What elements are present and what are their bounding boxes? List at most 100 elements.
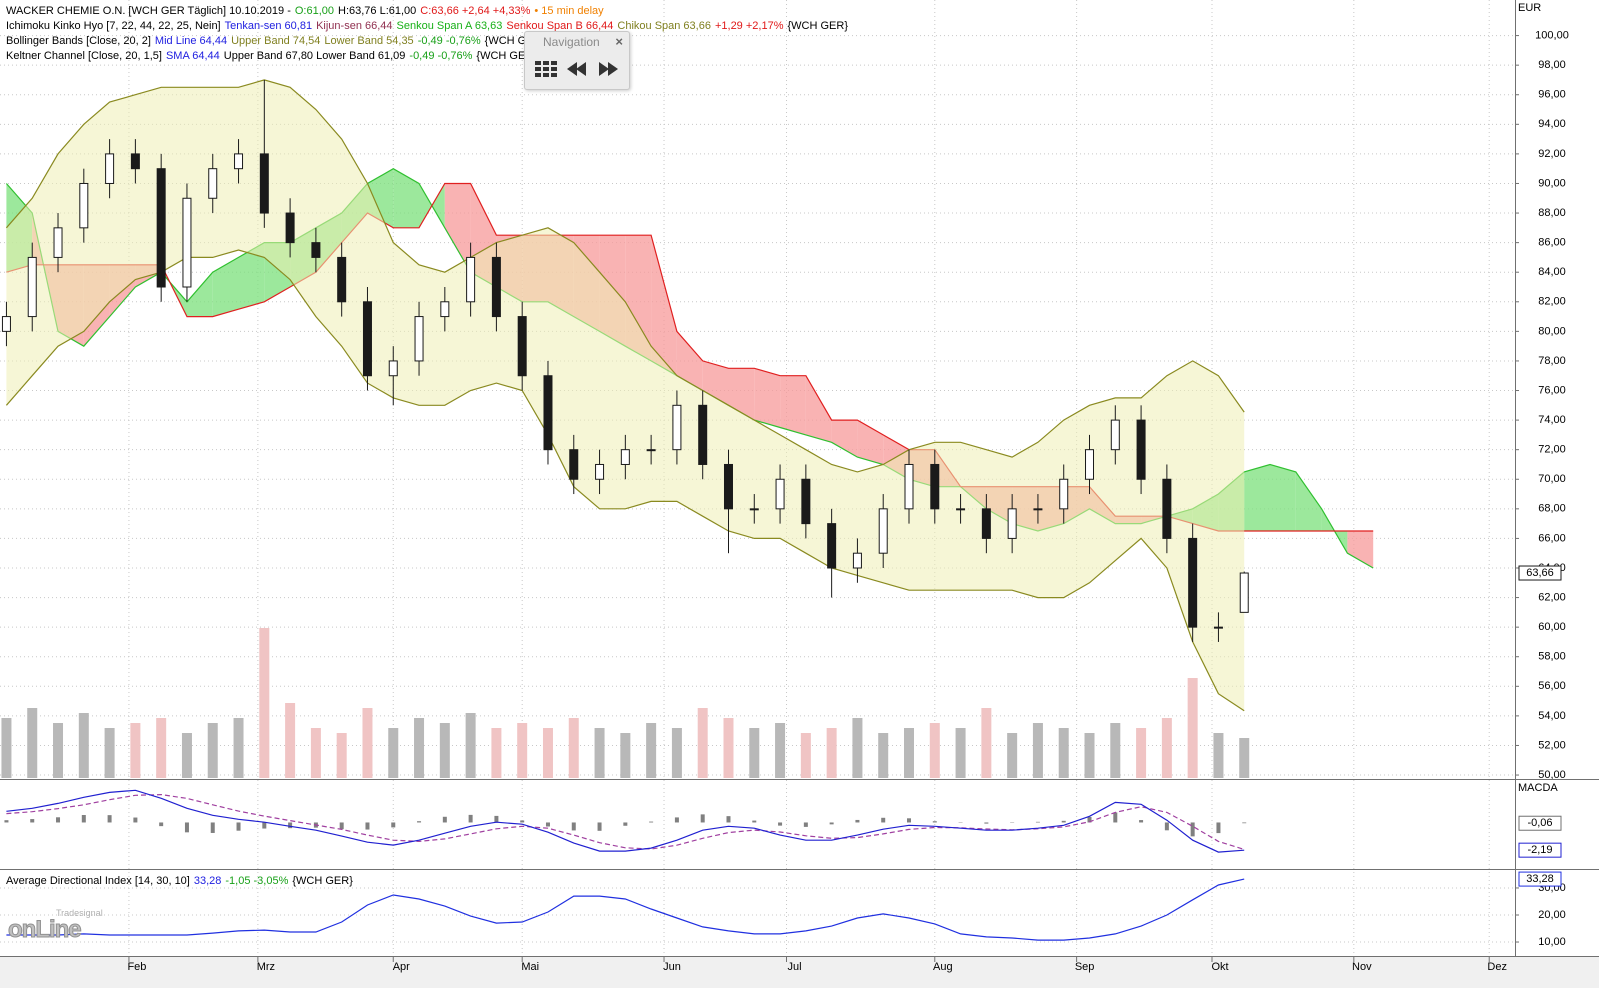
macd-histogram-bar [81, 815, 86, 823]
macd-histogram-bar [1164, 822, 1169, 831]
volume-bar [904, 728, 914, 778]
y-tick-label: 100,00 [1535, 29, 1569, 41]
ichimoku-cloud [651, 235, 677, 376]
candle-body [801, 478, 811, 525]
legend-entry: Upper Band 74,54 [231, 35, 321, 47]
volume-bar [1136, 728, 1147, 778]
macd-histogram-bar [520, 820, 525, 823]
volume-bar [491, 728, 502, 778]
volume-bar [1007, 733, 1018, 778]
candle-body [337, 256, 347, 303]
legend-line: Bollinger Bands [Close, 20, 2] Mid Line 6… [6, 34, 852, 49]
candle-body [182, 197, 192, 288]
candle-body [466, 256, 476, 303]
y-tick-label: 90,00 [1538, 177, 1566, 189]
x-tick-label: Feb [127, 961, 146, 973]
close-button[interactable]: × [615, 34, 623, 49]
volume-bar [388, 728, 399, 778]
y-tick-label: 82,00 [1538, 296, 1566, 308]
navigation-panel[interactable]: Navigation × [524, 31, 630, 90]
navigation-icons [535, 61, 618, 77]
value-tag [1518, 871, 1562, 887]
macd-histogram-bar [623, 822, 628, 826]
x-tick-label: Jun [663, 961, 681, 973]
candle-body [723, 463, 733, 510]
value-tag [1518, 815, 1562, 831]
macd-histogram-bar [442, 816, 447, 823]
panel-title: MACDA [1518, 782, 1558, 794]
volume-bar [1239, 738, 1250, 778]
macd-histogram-bar [597, 822, 602, 831]
legend-entry: • 15 min delay [534, 5, 604, 17]
y-tick-label: 98,00 [1538, 59, 1566, 71]
legend-entry: H:63,76 L:61,00 [338, 5, 417, 17]
macd-histogram-bar [159, 822, 164, 827]
ichimoku-cloud [187, 272, 213, 317]
navigation-title: Navigation [543, 35, 600, 49]
volume-bar [929, 723, 940, 778]
candle-body [930, 463, 940, 510]
candle-body [956, 508, 966, 511]
macd-histogram-bar [468, 814, 473, 823]
macd-histogram-bar [4, 820, 9, 823]
y-tick-label: 66,00 [1538, 532, 1566, 544]
volume-bar [181, 733, 192, 778]
y-tick-label: 54,00 [1538, 710, 1566, 722]
forward-icon[interactable] [599, 62, 618, 76]
grid-icon[interactable] [535, 61, 557, 77]
legend-entry: SMA 64,44 [165, 50, 220, 62]
candle-body [1239, 572, 1249, 613]
legend-entry: -1,05 -3,05% [225, 875, 289, 887]
volume-bar [362, 708, 373, 778]
ichimoku-cloud [1270, 464, 1296, 531]
x-tick-label: Nov [1352, 961, 1372, 973]
candle-body [1059, 478, 1069, 510]
volume-bar [1058, 728, 1069, 778]
legend-entry: {WCH GER} [476, 50, 537, 62]
legend-entry: {WCH GER} [787, 20, 848, 32]
macd-line [6, 789, 1245, 853]
candle-body [878, 508, 888, 554]
candle-body [208, 168, 218, 199]
legend-entry: O:61,00 [294, 5, 334, 17]
macd-histogram-bar [726, 816, 731, 823]
volume-bar [981, 708, 992, 778]
volume-bar [568, 718, 579, 778]
volume-bar [878, 733, 889, 778]
y-tick-label: 74,00 [1538, 414, 1566, 426]
ichimoku-cloud [805, 375, 832, 443]
y-tick-label: 52,00 [1538, 739, 1566, 751]
candle-body [620, 449, 630, 465]
candle-body [79, 182, 89, 229]
macd-histogram-bar [133, 817, 138, 823]
legend-entry: Chikou Span 63,66 [617, 20, 711, 32]
candle-body [130, 153, 140, 170]
ichimoku-cloud [1347, 531, 1374, 568]
volume-bar [723, 718, 734, 778]
candle-body [852, 552, 862, 569]
macd-histogram-bar [829, 822, 834, 825]
volume-bar [336, 733, 347, 778]
legend-line: WACKER CHEMIE O.N. [WCH GER Täglich] 10.… [6, 4, 852, 19]
volume-bar [775, 723, 786, 778]
ichimoku-cloud [212, 257, 239, 317]
ichimoku-cloud [728, 368, 755, 421]
y-tick-label: 20,00 [1538, 909, 1566, 921]
volume-bar [542, 728, 553, 778]
ichimoku-cloud [676, 331, 703, 391]
unit-label: EUR [1518, 2, 1541, 14]
ichimoku-cloud [780, 375, 806, 435]
macd-histogram-bar [545, 822, 550, 827]
volume-bar [1032, 723, 1043, 778]
volume-bar [27, 708, 38, 778]
y-tick-label: 68,00 [1538, 503, 1566, 515]
volume-bar [233, 718, 244, 778]
candle-body [775, 478, 785, 510]
volume-bar [517, 723, 528, 778]
macd-histogram-bar [1087, 816, 1092, 823]
legend-entry: Tenkan-sen 60,81 [224, 20, 313, 32]
rewind-icon[interactable] [567, 62, 586, 76]
candle-body [491, 256, 501, 318]
y-tick-label: 10,00 [1538, 936, 1566, 948]
